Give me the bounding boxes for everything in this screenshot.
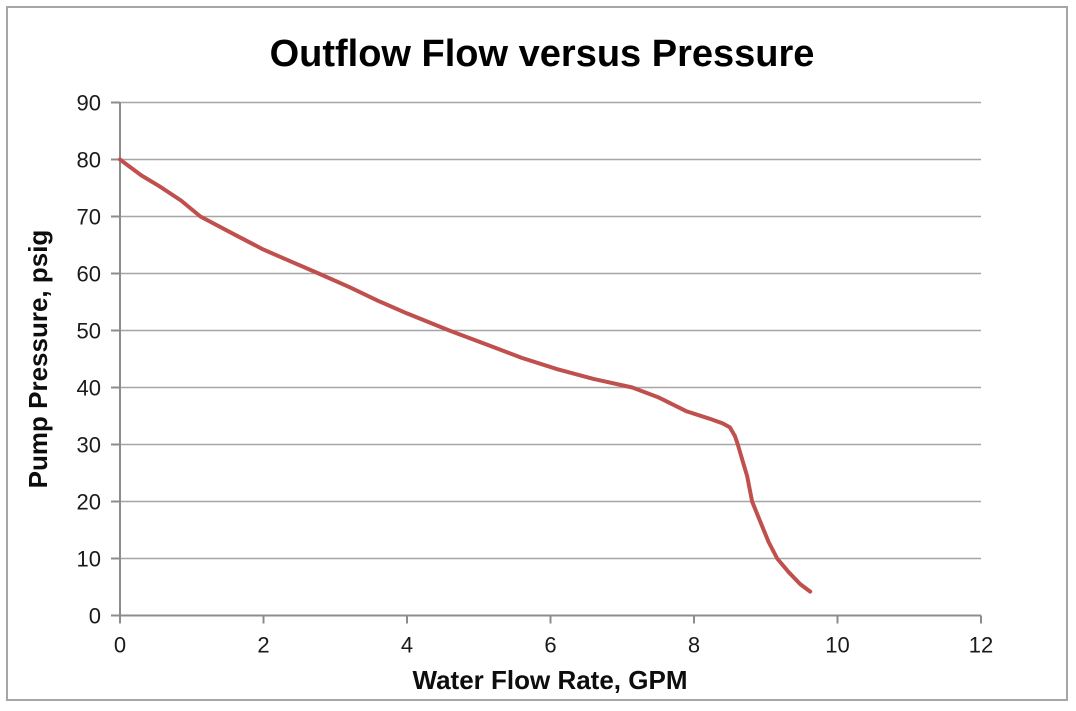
y-tick-label-80: 80: [77, 148, 101, 173]
chart-title: Outflow Flow versus Pressure: [270, 33, 815, 75]
x-tick-label-0: 0: [114, 633, 126, 658]
axes: [119, 102, 981, 617]
y-tick-label-20: 20: [77, 490, 101, 515]
y-tick-label-90: 90: [77, 91, 101, 116]
x-tick-label-6: 6: [544, 633, 556, 658]
y-tick-label-30: 30: [77, 433, 101, 458]
x-tick-label-4: 4: [401, 633, 413, 658]
x-tick-marks: [119, 615, 982, 624]
pressure-flow-curve: [118, 157, 813, 594]
x-tick-label-2: 2: [257, 633, 269, 658]
chart-svg: 0 10 20 30 40 50 60 70 80 90 0 2 4 6 8 10 12 Outflow Fl…: [23, 33, 993, 695]
y-tick-label-70: 70: [77, 205, 101, 230]
x-tick-label-8: 8: [688, 633, 700, 658]
x-tick-label-12: 12: [969, 633, 993, 658]
y-tick-label-40: 40: [77, 376, 101, 401]
x-tick-label-10: 10: [825, 633, 849, 658]
x-axis-label: Water Flow Rate, GPM: [413, 665, 688, 695]
y-tick-label-50: 50: [77, 319, 101, 344]
y-tick-label-60: 60: [77, 262, 101, 287]
y-tick-label-10: 10: [77, 547, 101, 572]
y-tick-marks: [111, 101, 120, 617]
chart-frame: 0 10 20 30 40 50 60 70 80 90 0 2 4 6 8 10 12 Outflow Fl…: [6, 6, 1068, 701]
x-tick-labels: 0 2 4 6 8 10 12: [114, 633, 993, 658]
y-tick-labels: 0 10 20 30 40 50 60 70 80 90: [77, 91, 101, 629]
y-axis-label: Pump Pressure, psig: [23, 230, 53, 489]
y-tick-label-0: 0: [89, 604, 101, 629]
gridlines: [120, 101, 981, 560]
